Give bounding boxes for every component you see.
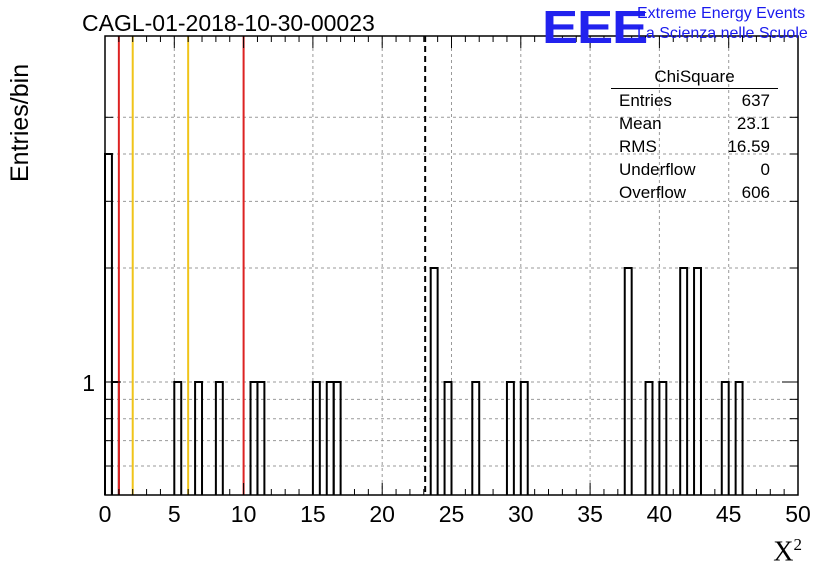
histogram-bar [471,381,481,495]
stats-label: Entries [619,91,672,110]
x-tick-label: 15 [300,501,326,527]
stats-label: Mean [619,114,662,133]
histogram-bar [332,381,342,495]
histogram-bar [658,381,668,495]
stats-row-rms: RMS 16.59 [611,135,778,158]
stats-row-overflow: Overflow 606 [611,181,778,204]
y-axis-label: Entries/bin [6,63,34,182]
histogram-bar [194,381,204,495]
x-tick-label: 20 [369,501,395,527]
histogram-bar [734,381,744,495]
stats-value: 637 [741,91,770,110]
histogram-bar [429,267,439,495]
stats-row-mean: Mean 23.1 [611,112,778,135]
stats-row-entries: Entries 637 [611,89,778,112]
x-tick-label: 40 [647,501,673,527]
histogram-bar [505,381,515,495]
histogram-bar [104,153,113,495]
grid-lines [105,36,798,495]
x-tick-label: 50 [785,501,811,527]
x-tick-label: 30 [508,501,534,527]
stats-label: RMS [619,137,657,156]
histogram-bar [256,381,266,495]
stats-label: Underflow [619,160,696,179]
histogram-bar [214,381,224,495]
stats-label: Overflow [619,183,687,202]
x-axis-label-superscript: 2 [793,535,803,554]
histogram-bar [720,381,730,495]
x-tick-label: 35 [577,501,603,527]
axis-ticks [104,36,799,495]
logo-caption-line1: Extreme Energy Events [637,5,806,22]
marker-lines [117,36,427,495]
stats-box: ChiSquare Entries 637 Mean 23.1 RMS 16.5… [611,66,778,204]
stats-value: 16.59 [727,137,770,156]
histogram-bars [104,153,744,495]
histogram-bar [443,381,453,495]
x-tick-label: 5 [168,501,181,527]
histogram-bar [311,381,321,495]
logo-caption: Extreme Energy Events La Scienza nelle S… [637,4,808,44]
x-tick-label: 25 [439,501,465,527]
x-tick-label: 45 [716,501,742,527]
histogram-bar [623,267,633,495]
y-tick-label: 1 [82,370,95,396]
histogram-bar [519,381,529,495]
stats-row-underflow: Underflow 0 [611,158,778,181]
histogram-bar [173,381,183,495]
x-tick-label: 10 [231,501,257,527]
x-tick-label: 0 [99,501,112,527]
histogram-bar [679,267,689,495]
stats-value: 23.1 [736,114,770,133]
stats-value: 606 [741,183,770,202]
eee-logo: EEE [542,1,648,53]
x-axis-label-text: X [773,536,794,568]
stats-title: ChiSquare [611,66,778,89]
histogram-bar [693,267,702,495]
tick-labels: 0 5 10 15 20 25 30 35 40 45 50 1 [82,370,811,527]
x-axis-label: X2 [773,535,802,568]
histogram-bar [644,381,654,495]
logo-caption-line2: La Scienza nelle Scuole [637,25,808,42]
stats-value: 0 [760,160,770,179]
chart-title: CAGL-01-2018-10-30-00023 [82,10,375,36]
